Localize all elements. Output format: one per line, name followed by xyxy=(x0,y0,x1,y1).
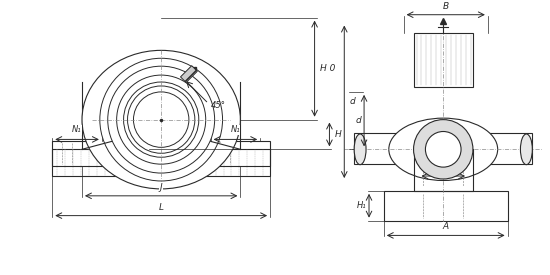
Ellipse shape xyxy=(82,50,240,189)
Text: N₁: N₁ xyxy=(72,125,82,134)
Ellipse shape xyxy=(520,134,532,165)
Text: d: d xyxy=(349,97,355,106)
Circle shape xyxy=(426,131,461,167)
Bar xyxy=(52,149,270,176)
Circle shape xyxy=(414,120,473,179)
Bar xyxy=(354,133,532,164)
Text: L: L xyxy=(159,203,164,212)
Bar xyxy=(414,32,473,87)
Bar xyxy=(180,66,197,82)
Text: H: H xyxy=(334,130,341,139)
Text: S: S xyxy=(443,127,448,136)
Text: 45°: 45° xyxy=(211,101,226,110)
Text: d: d xyxy=(355,116,361,125)
Text: N: N xyxy=(440,162,447,171)
Text: H 0: H 0 xyxy=(320,64,335,73)
Bar xyxy=(52,141,112,166)
Text: A: A xyxy=(443,222,449,232)
Bar xyxy=(211,141,270,166)
Bar xyxy=(384,191,508,221)
Ellipse shape xyxy=(389,118,498,180)
Text: H₁: H₁ xyxy=(356,201,366,210)
Text: B: B xyxy=(443,2,449,11)
Ellipse shape xyxy=(354,134,366,165)
Text: N₁: N₁ xyxy=(230,125,240,134)
Bar xyxy=(414,149,473,191)
Text: J: J xyxy=(160,183,162,192)
